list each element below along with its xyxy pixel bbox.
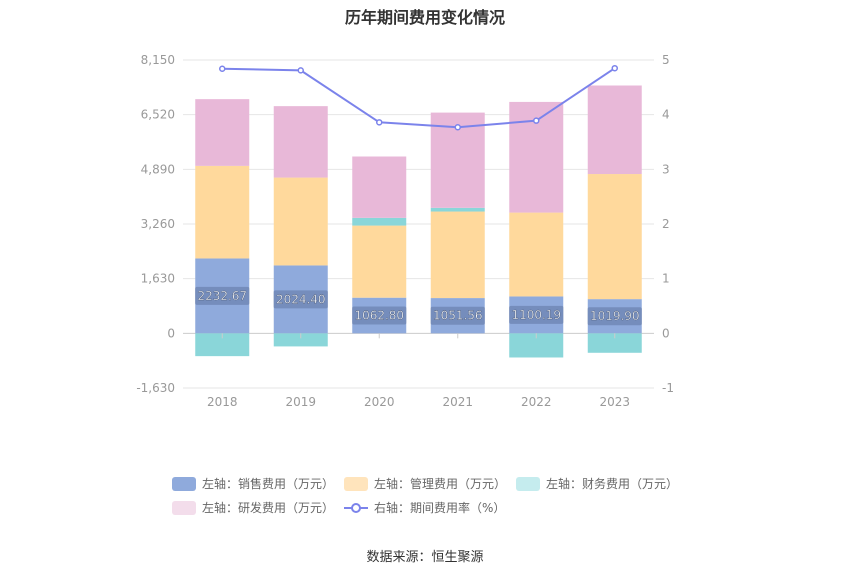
y-right-tick-label: 5 [662,53,670,67]
legend-label: 左轴：财务费用（万元） [546,477,679,491]
x-tick-label: 2020 [364,395,395,409]
bar-3 [587,333,642,353]
legend-label: 左轴：管理费用（万元） [374,477,507,491]
bar-1 [195,258,250,334]
bar-3 [430,207,485,212]
data-label-bg [509,305,564,324]
legend-swatch [172,500,196,515]
data-label: 1100.19 [511,308,561,322]
y-right-tick-label: 0 [662,326,670,340]
x-tick-label: 2021 [442,395,473,409]
y-left-tick-label: 8,150 [141,53,175,67]
source-note: 数据来源：恒生聚源 [366,550,484,565]
data-label-bg [430,306,485,325]
legend-swatch [172,476,196,491]
y-right-tick-label: 2 [662,217,670,231]
legend-item[interactable]: 左轴：研发费用（万元） [172,499,334,516]
bar-1 [587,299,642,334]
bar-3 [195,333,250,357]
x-tick-label: 2022 [521,395,552,409]
legend-item[interactable]: 左轴：财务费用（万元） [516,475,678,492]
y-left-tick-label: 3,260 [141,217,175,231]
y-left-tick-label: 1,630 [141,272,175,286]
legend-label: 右轴：期间费用率（%） [374,501,506,515]
bar-2 [352,225,407,298]
y-left-tick-label: 6,520 [141,108,175,122]
bar-1 [509,296,564,334]
bar-2 [273,177,328,266]
data-label-bg [352,306,407,325]
line-point [219,65,226,72]
data-label: 1051.56 [433,309,483,323]
data-label-bg [587,307,642,326]
x-tick-label: 2023 [599,395,630,409]
x-tick-label: 2018 [207,395,238,409]
bar-3 [352,217,407,226]
bar-1 [430,298,485,334]
legend-swatch [344,476,368,491]
bar-3 [273,333,328,347]
legend-item[interactable]: 左轴：管理费用（万元） [344,475,506,492]
y-left-tick-label: 0 [167,326,175,340]
line-point [376,119,383,126]
legend-swatch [516,476,540,491]
y-right-tick-label: -1 [662,381,674,395]
data-label-bg [195,286,250,305]
legend-item[interactable]: 左轴：销售费用（万元） [172,475,334,492]
bar-1 [352,297,407,334]
bar-2 [587,174,642,300]
legend-label: 左轴：研发费用（万元） [202,501,335,515]
bar-2 [509,212,564,297]
y-right-tick-label: 4 [662,108,670,122]
legend-item[interactable]: 右轴：期间费用率（%） [344,499,505,516]
line-series [222,67,616,129]
data-label: 2024.40 [276,292,326,306]
y-left-tick-label: 4,890 [141,162,175,176]
line-point [454,123,461,131]
bar-2 [195,165,250,259]
y-left-tick-label: -1,630 [136,381,175,395]
legend-label: 左轴：销售费用（万元） [202,477,335,491]
x-tick-label: 2019 [285,395,316,409]
chart-title: 历年期间费用变化情况 [344,8,505,27]
bar-1 [273,265,328,334]
line-point [611,64,618,72]
data-label: 1019.90 [590,309,640,323]
line-point [297,67,304,74]
y-right-tick-label: 3 [662,162,670,176]
legend-line-swatch [344,501,368,515]
data-label-bg [273,290,328,309]
data-label: 2232.67 [197,289,247,303]
bar-4 [195,99,250,166]
line-point [533,117,540,124]
bar-4 [273,106,328,178]
bar-4 [352,156,407,218]
bar-4 [587,85,642,175]
y-right-tick-label: 1 [662,272,670,286]
bar-2 [430,211,485,299]
data-label: 1062.80 [354,309,404,323]
